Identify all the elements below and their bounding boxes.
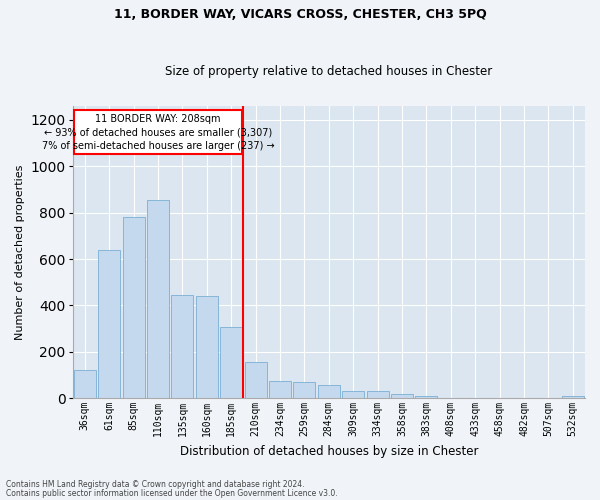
Bar [122,218,145,398]
Text: Contains public sector information licensed under the Open Government Licence v3: Contains public sector information licen… [6,489,338,498]
Title: Size of property relative to detached houses in Chester: Size of property relative to detached ho… [165,66,493,78]
Bar [98,250,120,398]
FancyBboxPatch shape [74,110,242,154]
Text: Contains HM Land Registry data © Crown copyright and database right 2024.: Contains HM Land Registry data © Crown c… [6,480,305,489]
Bar [74,370,96,398]
Text: ← 93% of detached houses are smaller (3,307): ← 93% of detached houses are smaller (3,… [44,128,272,138]
Bar [269,381,291,398]
Bar [367,391,389,398]
Bar [196,296,218,398]
Bar [562,396,584,398]
Bar [391,394,413,398]
Bar [147,200,169,398]
Bar [318,386,340,398]
Bar [172,295,193,398]
Y-axis label: Number of detached properties: Number of detached properties [15,164,25,340]
Bar [342,391,364,398]
Text: 11 BORDER WAY: 208sqm: 11 BORDER WAY: 208sqm [95,114,221,124]
Bar [220,328,242,398]
X-axis label: Distribution of detached houses by size in Chester: Distribution of detached houses by size … [179,444,478,458]
Text: 11, BORDER WAY, VICARS CROSS, CHESTER, CH3 5PQ: 11, BORDER WAY, VICARS CROSS, CHESTER, C… [113,8,487,20]
Text: 7% of semi-detached houses are larger (237) →: 7% of semi-detached houses are larger (2… [42,140,274,150]
Bar [245,362,266,398]
Bar [293,382,316,398]
Bar [415,396,437,398]
